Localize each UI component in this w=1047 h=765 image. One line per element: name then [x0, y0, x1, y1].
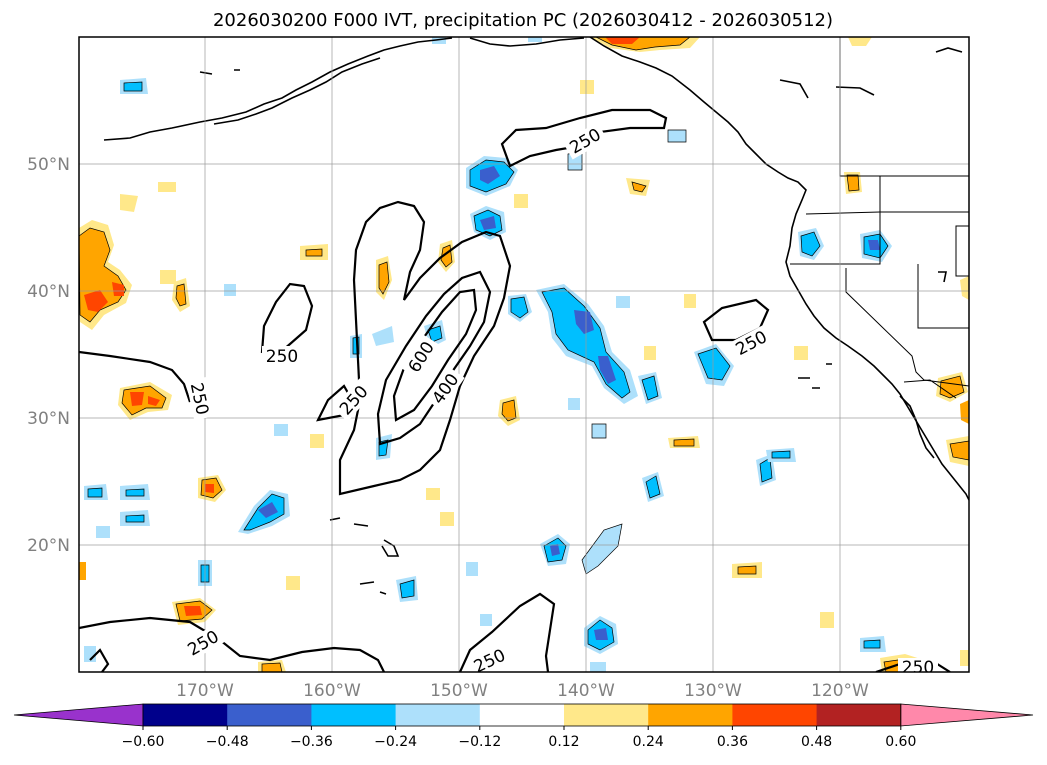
- coastlines: [103, 37, 969, 595]
- colorbar-tick-label: 0.60: [885, 734, 916, 750]
- lon-label: 130°W: [684, 681, 742, 701]
- colorbar-tick-label: −0.12: [458, 734, 501, 750]
- colorbar-tick-label: −0.24: [374, 734, 417, 750]
- colorbar-cell: [311, 704, 397, 726]
- colorbar-cell: [227, 704, 312, 726]
- lon-label: 140°W: [557, 681, 615, 701]
- colorbar-extend-high: [900, 703, 1034, 727]
- lat-label: 30°N: [27, 409, 70, 429]
- lon-label: 120°W: [811, 681, 869, 701]
- colorbar-ticks: −0.60 −0.48 −0.36 −0.24 −0.12 0.12 0.24 0.36 0.4…: [122, 726, 916, 750]
- colorbar: −0.60 −0.48 −0.36 −0.24 −0.12 0.12 0.24 0.36 0.4…: [13, 703, 1034, 750]
- lon-label: 160°W: [303, 681, 361, 701]
- colorbar-cell: [564, 704, 649, 726]
- latitude-labels: 50°N 40°N 30°N 20°N: [27, 155, 70, 556]
- map-area: 250 250 250 250 250: [78, 36, 970, 678]
- lat-label: 20°N: [27, 536, 70, 556]
- contour-label: 250: [902, 658, 934, 678]
- colorbar-cell: [395, 704, 481, 726]
- colorbar-cell: [143, 704, 228, 726]
- colorbar-cell: [732, 704, 818, 726]
- map-title: 2026030200 F000 IVT, precipitation PC (2…: [213, 10, 833, 31]
- colorbar-tick-label: 0.12: [548, 734, 579, 750]
- colorbar-cell: [648, 704, 733, 726]
- colorbar-tick-label: −0.60: [122, 734, 165, 750]
- colorbar-tick-label: 0.36: [717, 734, 748, 750]
- colorbar-extend-low: [13, 703, 144, 727]
- colorbar-tick-label: 0.24: [633, 734, 664, 750]
- colorbar-cell: [479, 704, 565, 726]
- lat-label: 50°N: [27, 155, 70, 175]
- lon-label: 150°W: [430, 681, 488, 701]
- lon-label: 170°W: [176, 681, 234, 701]
- colorbar-cell: [816, 704, 902, 726]
- colorbar-cells: [13, 703, 1034, 727]
- contour-label: 250: [266, 347, 298, 367]
- colorbar-tick-label: −0.36: [290, 734, 333, 750]
- lat-label: 40°N: [27, 282, 70, 302]
- map-frame: [78, 36, 970, 673]
- ocean-background: [79, 37, 969, 672]
- colorbar-tick-label: 0.48: [801, 734, 832, 750]
- longitude-labels: 170°W 160°W 150°W 140°W 130°W 120°W: [176, 681, 869, 701]
- colorbar-tick-label: −0.48: [206, 734, 249, 750]
- colorbar-frame: [142, 703, 902, 727]
